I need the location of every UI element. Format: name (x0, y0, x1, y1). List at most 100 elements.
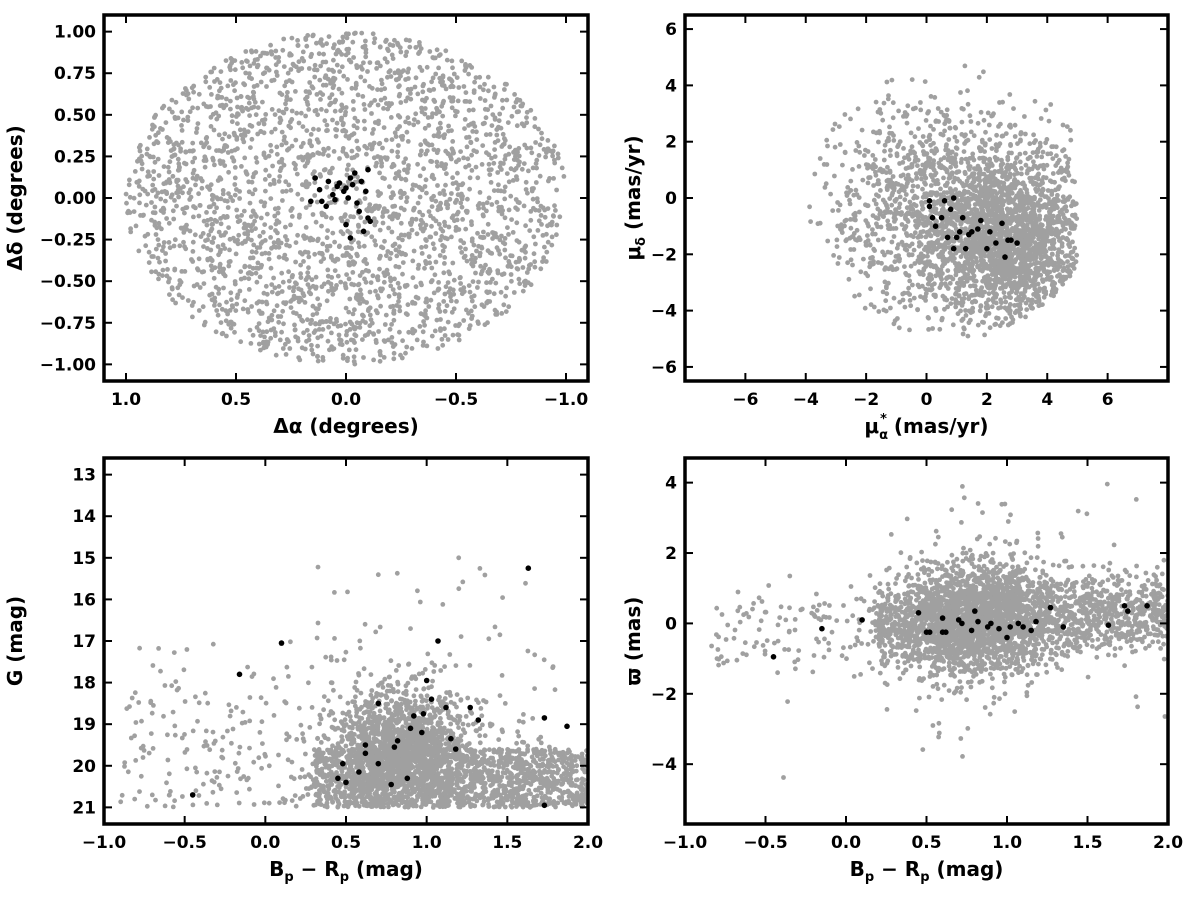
field-point (545, 239, 551, 245)
field-point (441, 166, 447, 172)
field-point (187, 197, 193, 202)
field-point (127, 194, 133, 200)
field-point (151, 176, 157, 182)
field-point (912, 261, 918, 266)
field-point (250, 332, 256, 338)
field-point (201, 281, 207, 286)
field-point (1059, 249, 1065, 255)
field-point (503, 255, 508, 261)
field-point (301, 259, 306, 264)
field-point (211, 235, 217, 241)
field-point (378, 155, 384, 160)
field-point (928, 220, 933, 226)
field-point (204, 210, 209, 215)
field-point (409, 346, 415, 351)
field-point (961, 296, 967, 301)
field-point (253, 112, 259, 118)
field-point (297, 295, 303, 301)
field-point (391, 350, 397, 356)
field-point (489, 155, 494, 161)
field-point (219, 102, 225, 108)
field-point (349, 148, 355, 154)
field-point (321, 51, 326, 57)
field-point (266, 173, 272, 179)
field-point (162, 189, 168, 194)
field-point (314, 40, 319, 46)
field-point (459, 250, 465, 255)
field-point (247, 113, 253, 118)
field-point (1060, 268, 1066, 274)
field-point (875, 216, 881, 221)
field-point (247, 122, 253, 128)
field-point (882, 252, 887, 258)
field-point (432, 99, 438, 104)
field-point (264, 65, 269, 71)
field-point (384, 253, 389, 259)
field-point (246, 276, 252, 282)
field-point (435, 183, 440, 188)
field-point (422, 265, 427, 271)
field-point (214, 205, 220, 211)
field-point (429, 333, 435, 339)
field-point (945, 258, 950, 264)
field-point (1063, 204, 1069, 210)
field-point (480, 121, 486, 127)
field-point (222, 246, 228, 251)
field-point (286, 278, 292, 284)
field-point (361, 243, 367, 249)
field-point (499, 311, 505, 316)
field-point (511, 104, 517, 110)
field-point (914, 175, 920, 181)
field-point (396, 294, 402, 300)
field-point (871, 129, 876, 135)
field-point (545, 138, 551, 143)
field-point (176, 161, 182, 167)
field-point (997, 254, 1003, 259)
field-point (437, 120, 443, 126)
field-point (444, 171, 449, 177)
field-point (223, 143, 229, 149)
field-point (448, 291, 454, 297)
field-point (481, 304, 487, 309)
field-point (229, 119, 235, 125)
field-point (313, 328, 318, 334)
field-point (837, 142, 843, 147)
field-point (201, 269, 207, 274)
field-point (495, 270, 501, 276)
field-point (485, 269, 491, 275)
field-point (324, 122, 330, 128)
field-point (326, 145, 331, 151)
field-point (1068, 127, 1073, 133)
member-point (312, 175, 319, 181)
field-point (274, 151, 280, 157)
field-point (515, 266, 521, 272)
field-point (986, 122, 992, 128)
field-point (968, 119, 974, 124)
field-point (876, 139, 881, 145)
field-point (273, 48, 279, 54)
field-point (517, 281, 523, 287)
field-point (549, 222, 554, 228)
field-point (398, 176, 404, 182)
field-point (953, 187, 958, 192)
field-point (166, 240, 172, 245)
field-point (280, 346, 286, 351)
field-point (523, 187, 529, 192)
member-point (347, 235, 354, 241)
field-point (298, 275, 304, 280)
field-point (514, 238, 520, 244)
field-point (1050, 156, 1056, 162)
field-point (825, 143, 830, 149)
field-point (279, 142, 285, 148)
field-point (982, 149, 987, 155)
field-point (428, 158, 433, 164)
field-point (280, 198, 285, 203)
field-point (258, 79, 264, 85)
field-point (545, 206, 551, 212)
field-point (263, 283, 269, 289)
field-point (539, 136, 545, 142)
field-point (960, 331, 966, 337)
field-point (380, 145, 385, 151)
field-point (320, 357, 326, 363)
field-point (1032, 98, 1038, 104)
